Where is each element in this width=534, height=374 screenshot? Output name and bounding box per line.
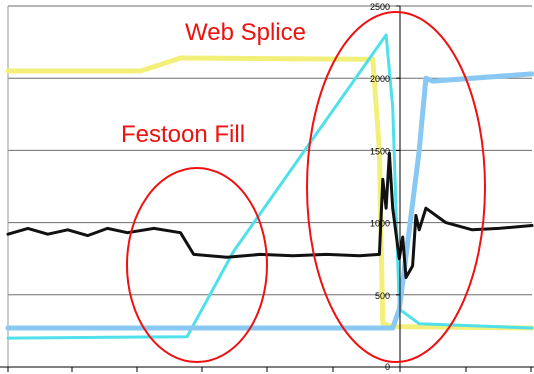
series-line-1 (5, 55, 534, 331)
gridlines (7, 5, 532, 367)
annotations: Web Splice Festoon Fill (121, 11, 486, 363)
y-tick-label-500: 500 (375, 291, 390, 301)
series-line-2 (6, 33, 534, 340)
y-tick-label-1000: 1000 (370, 219, 390, 229)
y-tick-label-0: 0 (385, 362, 390, 372)
y-tick-label-2500: 2500 (370, 2, 390, 12)
festoon-fill-ellipse (126, 167, 268, 363)
web-splice-ellipse (306, 11, 486, 363)
series-layer (5, 33, 534, 340)
annotation-web-splice: Web Splice (185, 19, 306, 46)
annotation-festoon-fill: Festoon Fill (121, 121, 245, 148)
series-line-4 (6, 151, 534, 279)
y-tick-label-2000: 2000 (370, 74, 390, 84)
y-tick-label-1500: 1500 (370, 146, 390, 156)
series-line-3 (5, 71, 534, 331)
